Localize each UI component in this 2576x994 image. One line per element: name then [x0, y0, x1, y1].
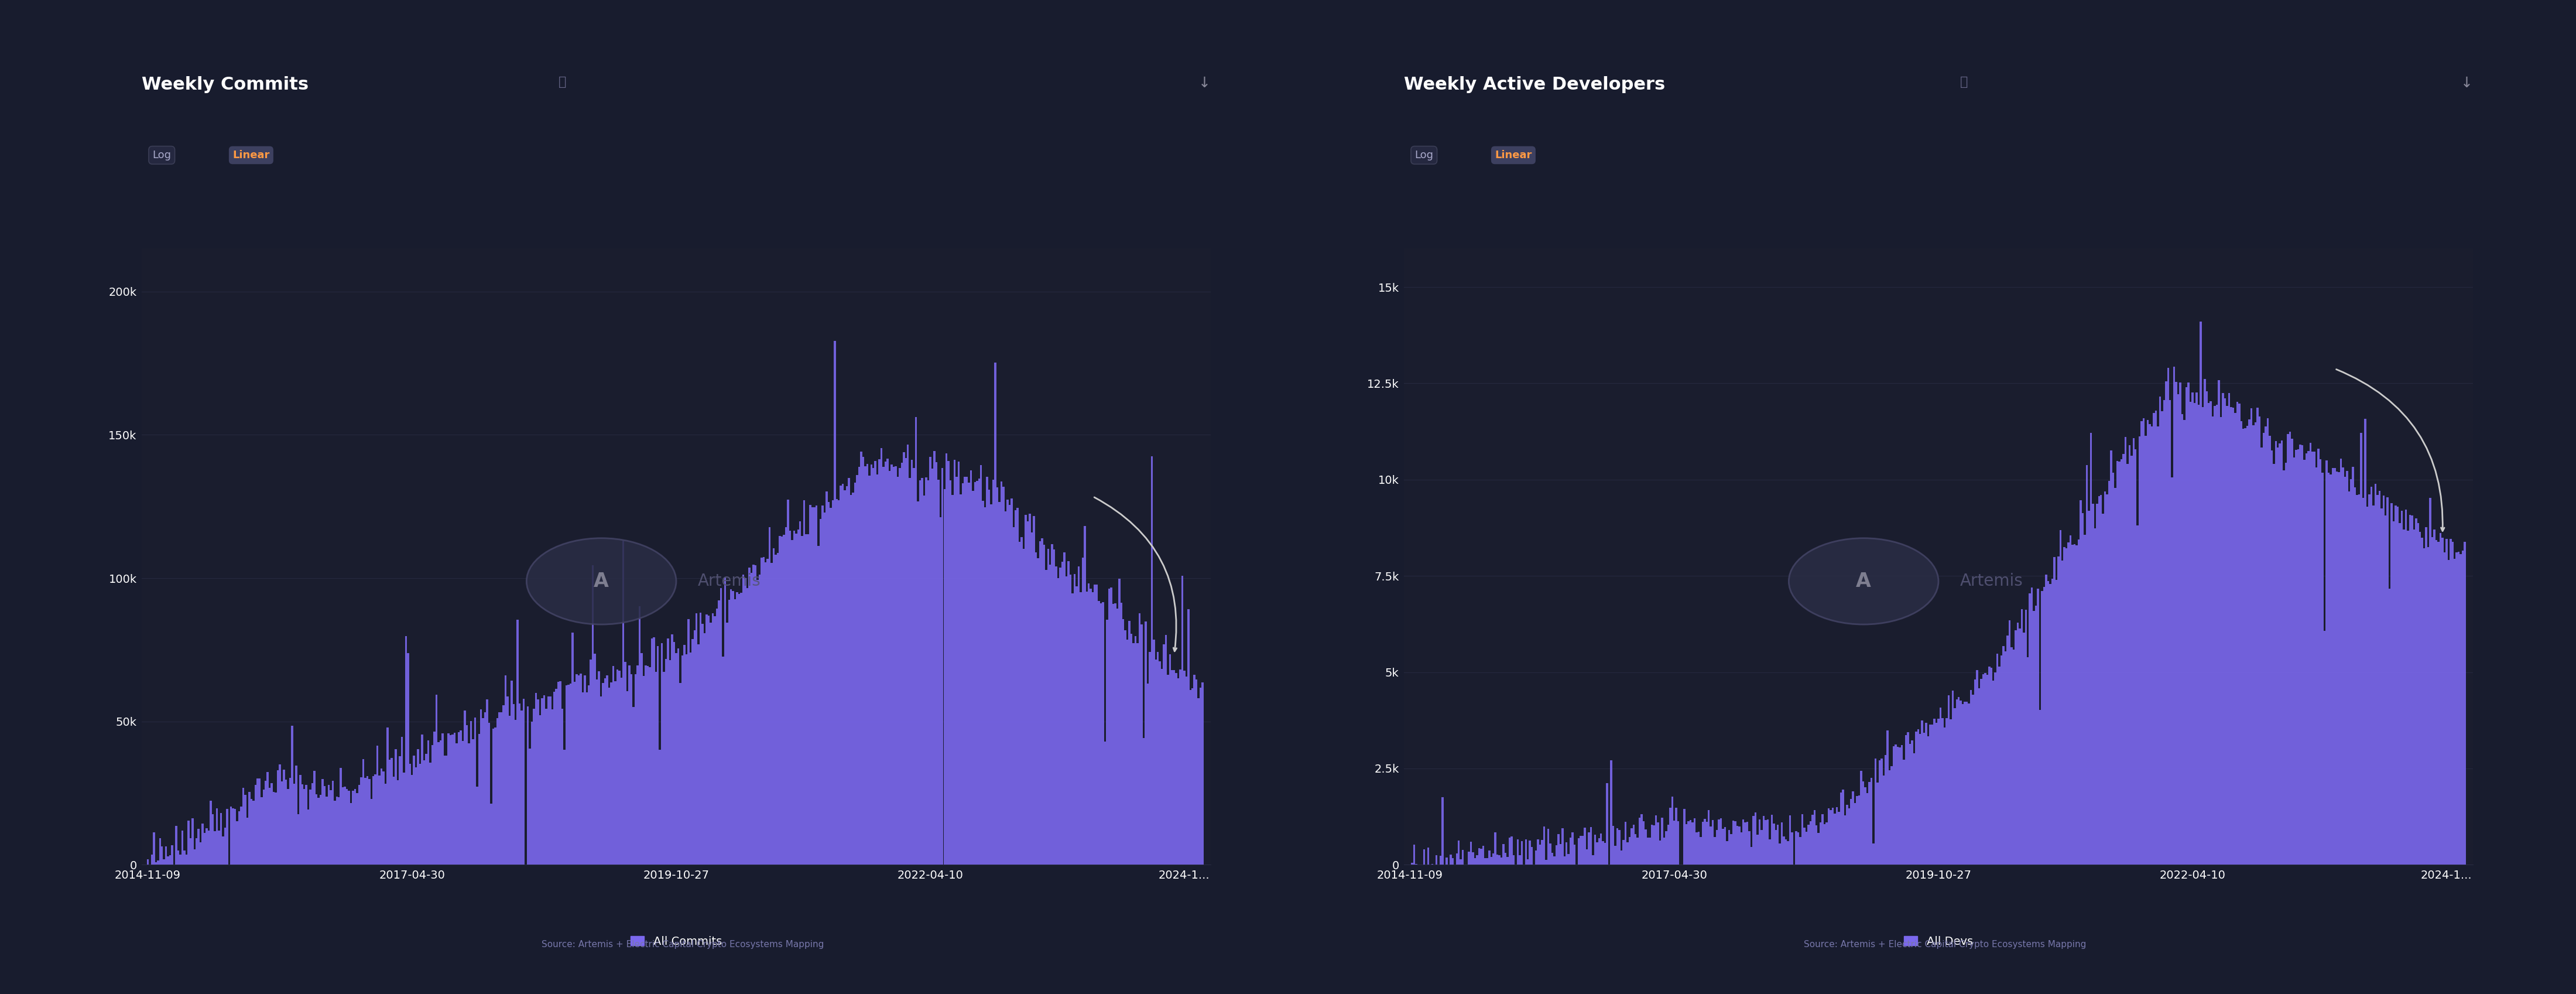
- Text: Source: Artemis + Electric Capital Crypto Ecosystems Mapping: Source: Artemis + Electric Capital Crypt…: [1803, 940, 2087, 948]
- Text: Artemis: Artemis: [698, 574, 760, 589]
- Text: Source: Artemis + Electric Capital Crypto Ecosystems Mapping: Source: Artemis + Electric Capital Crypt…: [541, 940, 824, 948]
- Text: ↓: ↓: [1198, 76, 1211, 90]
- Text: Linear: Linear: [232, 150, 270, 160]
- Text: Artemis: Artemis: [1960, 574, 2022, 589]
- Text: ↓: ↓: [2460, 76, 2473, 90]
- Legend: All Commits: All Commits: [626, 931, 726, 951]
- Text: ⓘ: ⓘ: [559, 76, 567, 87]
- Circle shape: [1788, 538, 1937, 624]
- Text: Log: Log: [152, 150, 170, 160]
- Text: Weekly Active Developers: Weekly Active Developers: [1404, 76, 1664, 92]
- Text: A: A: [1857, 572, 1870, 591]
- Text: Log: Log: [1414, 150, 1432, 160]
- Text: ⓘ: ⓘ: [1960, 76, 1968, 87]
- Text: Weekly Commits: Weekly Commits: [142, 76, 309, 92]
- Legend: All Devs: All Devs: [1899, 931, 1978, 951]
- Text: Linear: Linear: [1494, 150, 1533, 160]
- Circle shape: [526, 538, 675, 624]
- Text: A: A: [595, 572, 608, 591]
